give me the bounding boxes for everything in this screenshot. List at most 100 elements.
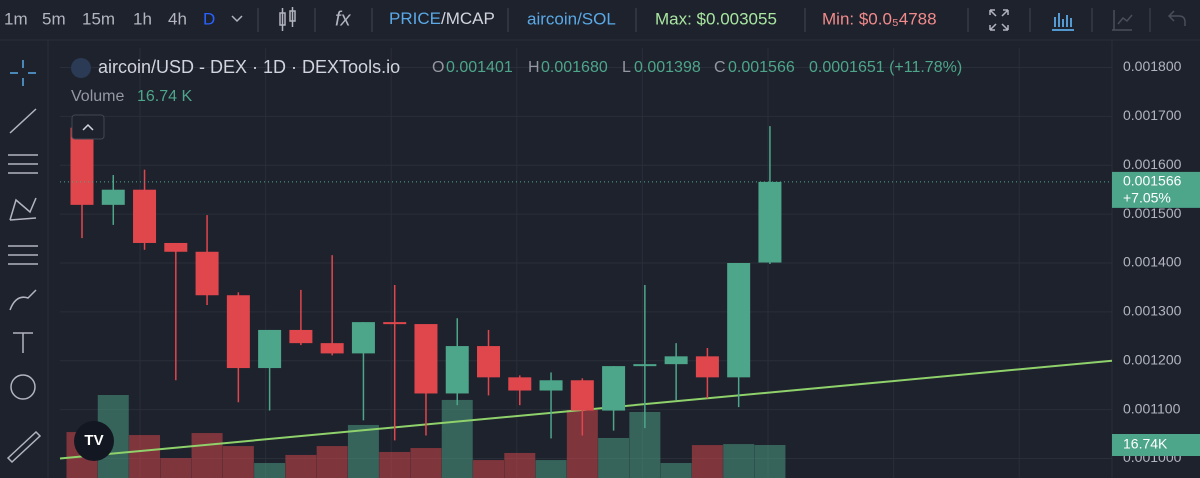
interval-active[interactable]: D: [203, 9, 215, 28]
legend-change: 0.0001651 (+11.78%): [809, 59, 962, 76]
candle-body: [289, 329, 313, 344]
volume-badge: [1112, 434, 1200, 456]
legend-key: O: [432, 59, 444, 76]
volume-bar: [504, 452, 536, 478]
y-tick-label: 0.001100: [1123, 400, 1181, 416]
volume-bar: [316, 446, 348, 478]
prediction-tool[interactable]: [8, 245, 38, 265]
y-tick-label: 0.001500: [1123, 205, 1182, 221]
token-icon: [71, 58, 91, 78]
y-tick-label: 0.001600: [1123, 156, 1182, 172]
ruler-tool[interactable]: [6, 430, 42, 464]
interval[interactable]: 4h: [168, 9, 187, 28]
brush-tool[interactable]: [9, 289, 37, 311]
candle-body: [70, 127, 94, 205]
interval[interactable]: 5m: [42, 9, 66, 28]
price-option[interactable]: PRICE: [389, 9, 441, 28]
undo-button[interactable]: [1167, 10, 1186, 26]
volume-bar: [660, 463, 692, 478]
candle-body: [320, 343, 344, 354]
price-mcap-toggle[interactable]: PRICE/MCAP: [389, 9, 495, 28]
interval[interactable]: 1h: [133, 9, 152, 28]
candle-body: [539, 380, 563, 391]
candle-body: [164, 242, 188, 252]
last-price-label: 0.001566: [1123, 173, 1182, 189]
volume-bar: [410, 448, 442, 478]
crosshair-tool[interactable]: [10, 60, 36, 86]
volume-bar: [691, 445, 723, 478]
volume-toggle[interactable]: [1052, 13, 1074, 31]
volume-bar: [473, 460, 505, 478]
volume-bar: [598, 437, 630, 478]
volume-bar: [723, 444, 755, 478]
candle-body: [570, 380, 594, 411]
y-tick-label: 0.001800: [1123, 58, 1182, 74]
volume-bar: [129, 435, 161, 478]
volume-bar: [347, 424, 379, 478]
legend-key: L: [622, 59, 631, 76]
volume-bar: [379, 451, 411, 478]
legend-key: H: [528, 59, 540, 76]
text-tool[interactable]: [13, 332, 33, 353]
candle-body: [414, 324, 438, 394]
indicators-button[interactable]: fx: [335, 8, 352, 30]
tradingview-logo[interactable]: [74, 421, 114, 461]
legend-value: 0.001398: [634, 59, 701, 76]
last-price-badge: [1112, 171, 1200, 208]
y-tick-label: 0.001400: [1123, 254, 1182, 270]
candle-body: [633, 364, 657, 367]
pattern-tool[interactable]: [9, 197, 37, 221]
candle-body: [727, 263, 751, 378]
plot: [59, 40, 1113, 478]
y-tick-label: 0.001700: [1123, 107, 1182, 123]
volume-bar: [222, 446, 254, 478]
volume-bar: [254, 463, 286, 478]
legend-value: 0.001566: [728, 59, 795, 76]
mcap-option[interactable]: /MCAP: [441, 9, 495, 28]
candle-body: [226, 295, 250, 369]
candle-body: [383, 322, 407, 325]
emoji-tool[interactable]: [10, 374, 36, 400]
volume-title: Volume: [71, 88, 124, 105]
candle-body: [195, 251, 219, 296]
chart-type-button[interactable]: [279, 7, 296, 31]
volume-bar: [441, 399, 473, 478]
trade-markers-toggle[interactable]: [1112, 10, 1133, 31]
chart-title: aircoin/USD - DEX · 1D · DEXTools.io: [98, 57, 400, 77]
logo-mark: TV: [84, 432, 103, 449]
legend-value: 0.001680: [541, 59, 608, 76]
candle-body: [695, 356, 719, 378]
trendline-tool[interactable]: [9, 108, 37, 134]
volume-bar: [754, 444, 786, 478]
legend-value: 0.001401: [446, 59, 513, 76]
legend-key: C: [714, 59, 726, 76]
candle-body: [664, 356, 688, 365]
candle-body: [758, 181, 782, 263]
volume-bar: [191, 433, 223, 478]
candle-body: [508, 377, 532, 391]
candle-body: [258, 329, 282, 369]
interval-menu[interactable]: [231, 15, 243, 23]
collapse-button[interactable]: [71, 114, 105, 140]
candle-body: [602, 366, 626, 411]
candle-body: [445, 346, 469, 394]
volume-bar: [535, 460, 567, 478]
volume-legend: 16.74 K: [137, 88, 192, 105]
candle-body: [133, 189, 157, 243]
fullscreen-button[interactable]: [989, 9, 1009, 31]
last-change-label: +7.05%: [1123, 190, 1171, 206]
fib-tool[interactable]: [8, 154, 38, 174]
pair-toggle[interactable]: aircoin/SOL: [527, 9, 616, 28]
y-tick-label: 0.001300: [1123, 303, 1182, 319]
y-tick-label: 0.001200: [1123, 351, 1182, 367]
min-price: Min: $0.0₅4788: [822, 9, 937, 28]
interval[interactable]: 1m: [4, 9, 28, 28]
volume-bar: [160, 458, 192, 478]
candle-body: [101, 189, 125, 205]
volume-bar: [285, 454, 317, 478]
volume-badge-label: 16.74K: [1123, 436, 1168, 452]
max-price: Max: $0.003055: [655, 9, 777, 28]
interval[interactable]: 15m: [82, 9, 115, 28]
